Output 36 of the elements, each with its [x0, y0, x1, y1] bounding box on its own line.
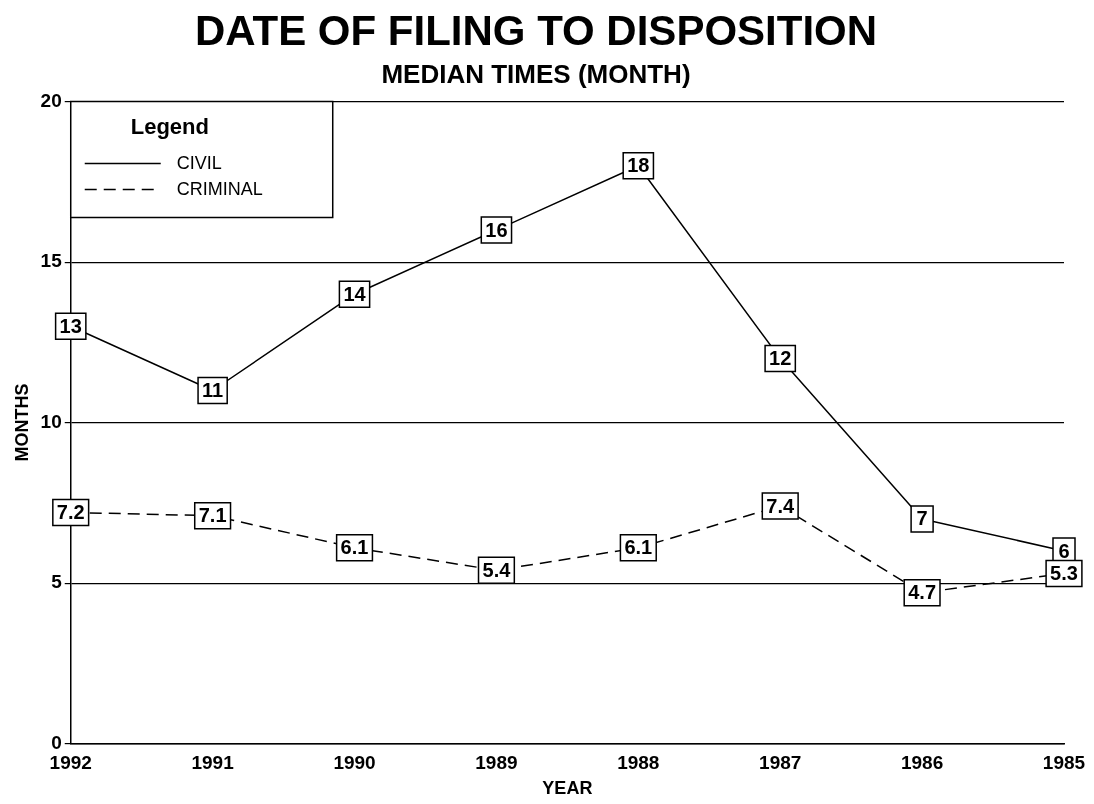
- data-label: 5.3: [1050, 561, 1078, 584]
- x-tick-label: 1991: [191, 752, 235, 774]
- y-tick-label: 0: [51, 731, 62, 753]
- y-axis-title: MONTHS: [11, 383, 32, 462]
- data-label: 13: [59, 314, 82, 337]
- legend-title: Legend: [130, 113, 209, 139]
- y-tick-label: 20: [40, 89, 62, 111]
- data-label: 7: [916, 507, 928, 530]
- data-label: 7.1: [198, 504, 227, 527]
- data-label: 6.1: [624, 536, 653, 559]
- data-label: 12: [769, 346, 792, 369]
- x-tick-label: 1985: [1042, 752, 1086, 774]
- data-label: 7.2: [56, 501, 85, 523]
- x-tick-label: 1988: [617, 752, 660, 774]
- y-tick-label: 15: [40, 250, 63, 272]
- y-tick-label: 5: [51, 571, 63, 593]
- data-label: 4.7: [908, 581, 937, 604]
- data-label: 14: [343, 282, 367, 305]
- data-label: 16: [485, 218, 508, 241]
- y-tick-label: 10: [40, 410, 62, 432]
- data-label: 5.4: [482, 558, 512, 581]
- chart-subtitle: MEDIAN TIMES (MONTH): [381, 59, 691, 90]
- x-axis-title: YEAR: [542, 778, 593, 799]
- data-label: 18: [627, 154, 650, 177]
- legend-label: CIVIL: [176, 152, 222, 173]
- x-tick-label: 1990: [333, 752, 376, 774]
- x-tick-label: 1987: [759, 752, 802, 774]
- x-tick-label: 1989: [475, 752, 518, 774]
- legend-label: CRIMINAL: [176, 178, 263, 199]
- data-label: 7.4: [766, 494, 795, 517]
- data-label: 6: [1058, 539, 1070, 562]
- data-label: 6.1: [340, 536, 369, 559]
- x-tick-label: 1986: [900, 752, 944, 774]
- x-tick-label: 1992: [49, 752, 92, 774]
- data-label: 11: [202, 379, 224, 402]
- chart-title: DATE OF FILING TO DISPOSITION: [194, 6, 878, 54]
